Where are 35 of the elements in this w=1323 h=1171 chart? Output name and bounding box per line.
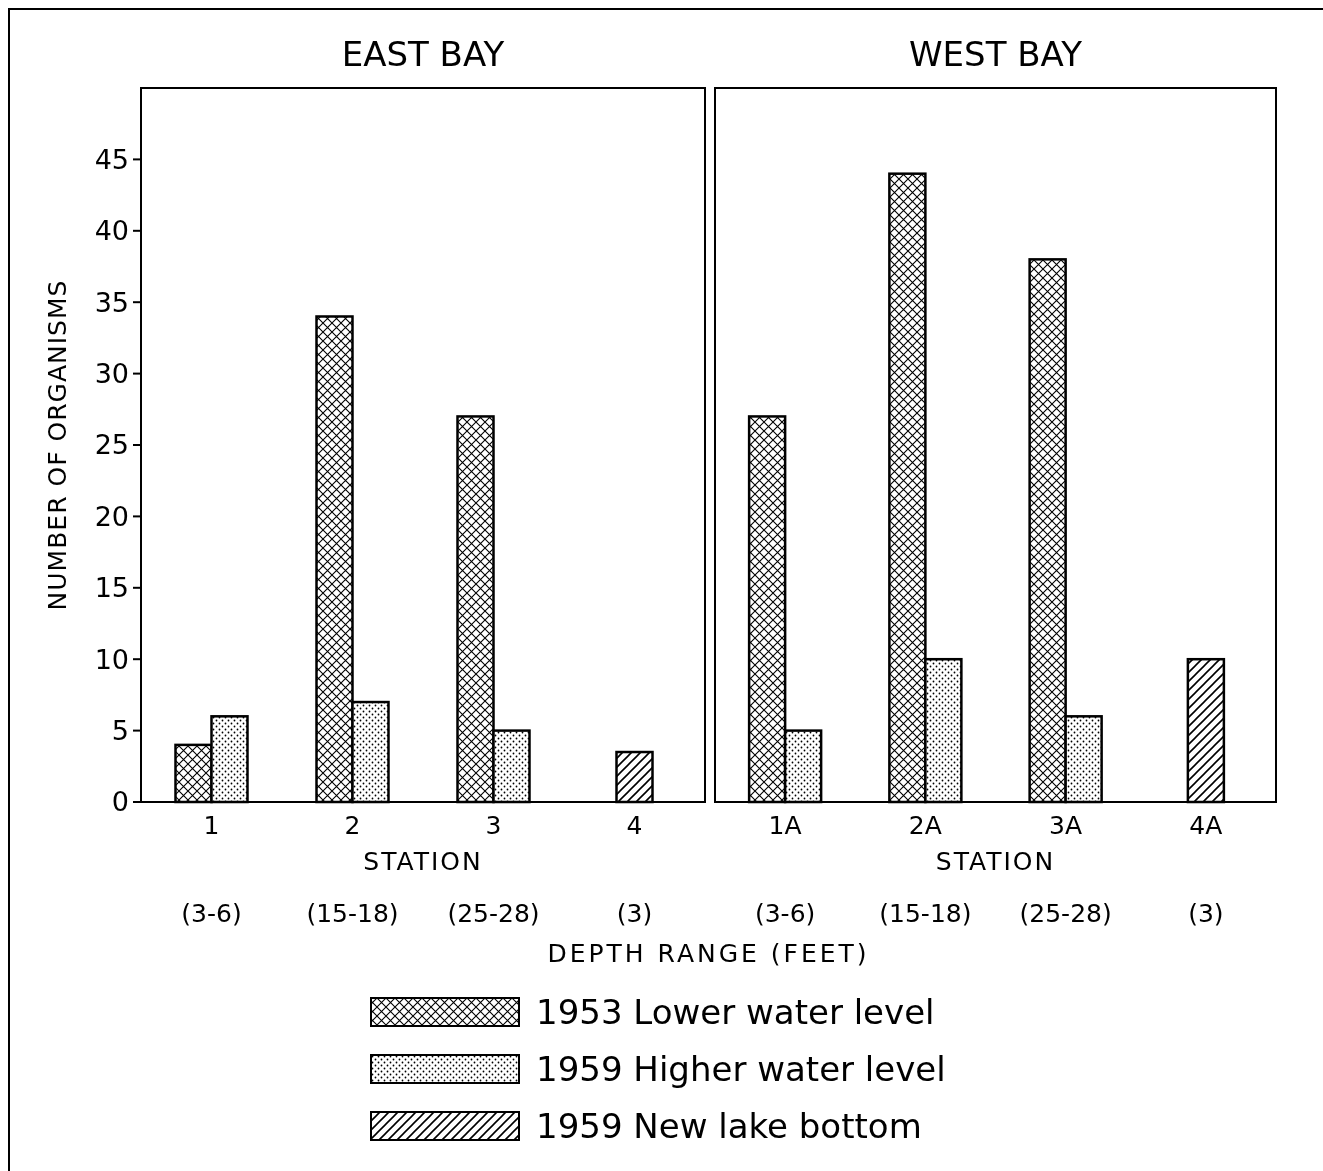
legend-label: 1953 Lower water level — [536, 991, 935, 1032]
legend-label: 1959 New lake bottom — [536, 1105, 922, 1146]
text: (15-18) — [306, 899, 399, 928]
y-tick-label: 30 — [94, 358, 129, 390]
text: (3) — [616, 899, 653, 928]
y-tick-label: 15 — [94, 572, 129, 604]
x-tick-label: 2A — [908, 811, 942, 840]
y-tick-label: 35 — [94, 286, 129, 318]
y-tick-label: 45 — [94, 143, 129, 175]
y-tick-label: 10 — [94, 643, 129, 675]
x-tick-label: 1 — [203, 811, 220, 840]
legend-label: 1959 Higher water level — [536, 1048, 946, 1089]
y-tick-label: 40 — [94, 215, 129, 247]
text: (3-6) — [754, 899, 816, 928]
x-axis-title: STATION — [363, 847, 483, 876]
y-tick-label: 25 — [94, 429, 129, 461]
text: (25-28) — [1019, 899, 1112, 928]
y-tick-label: 20 — [94, 500, 129, 532]
x-tick-label: 1A — [768, 811, 802, 840]
y-tick-label: 5 — [111, 715, 129, 747]
text: (3-6) — [181, 899, 242, 928]
y-axis-title: NUMBER OF ORGANISMS — [43, 279, 72, 611]
chart-title: WEST BAY — [909, 34, 1083, 74]
x-tick-label: 4 — [626, 811, 643, 840]
text: (25-28) — [447, 899, 540, 928]
x-tick-label: 3 — [485, 811, 502, 840]
text: (15-18) — [879, 899, 972, 928]
x-axis-title: STATION — [935, 847, 1056, 876]
x-tick-label: 4A — [1189, 811, 1223, 840]
text: (3) — [1188, 899, 1224, 928]
x-tick-label: 2 — [344, 811, 361, 840]
text: DEPTH RANGE (FEET) — [547, 939, 870, 968]
x-tick-label: 3A — [1049, 811, 1083, 840]
y-tick-label: 0 — [111, 786, 129, 818]
chart-title: EAST BAY — [341, 34, 505, 74]
